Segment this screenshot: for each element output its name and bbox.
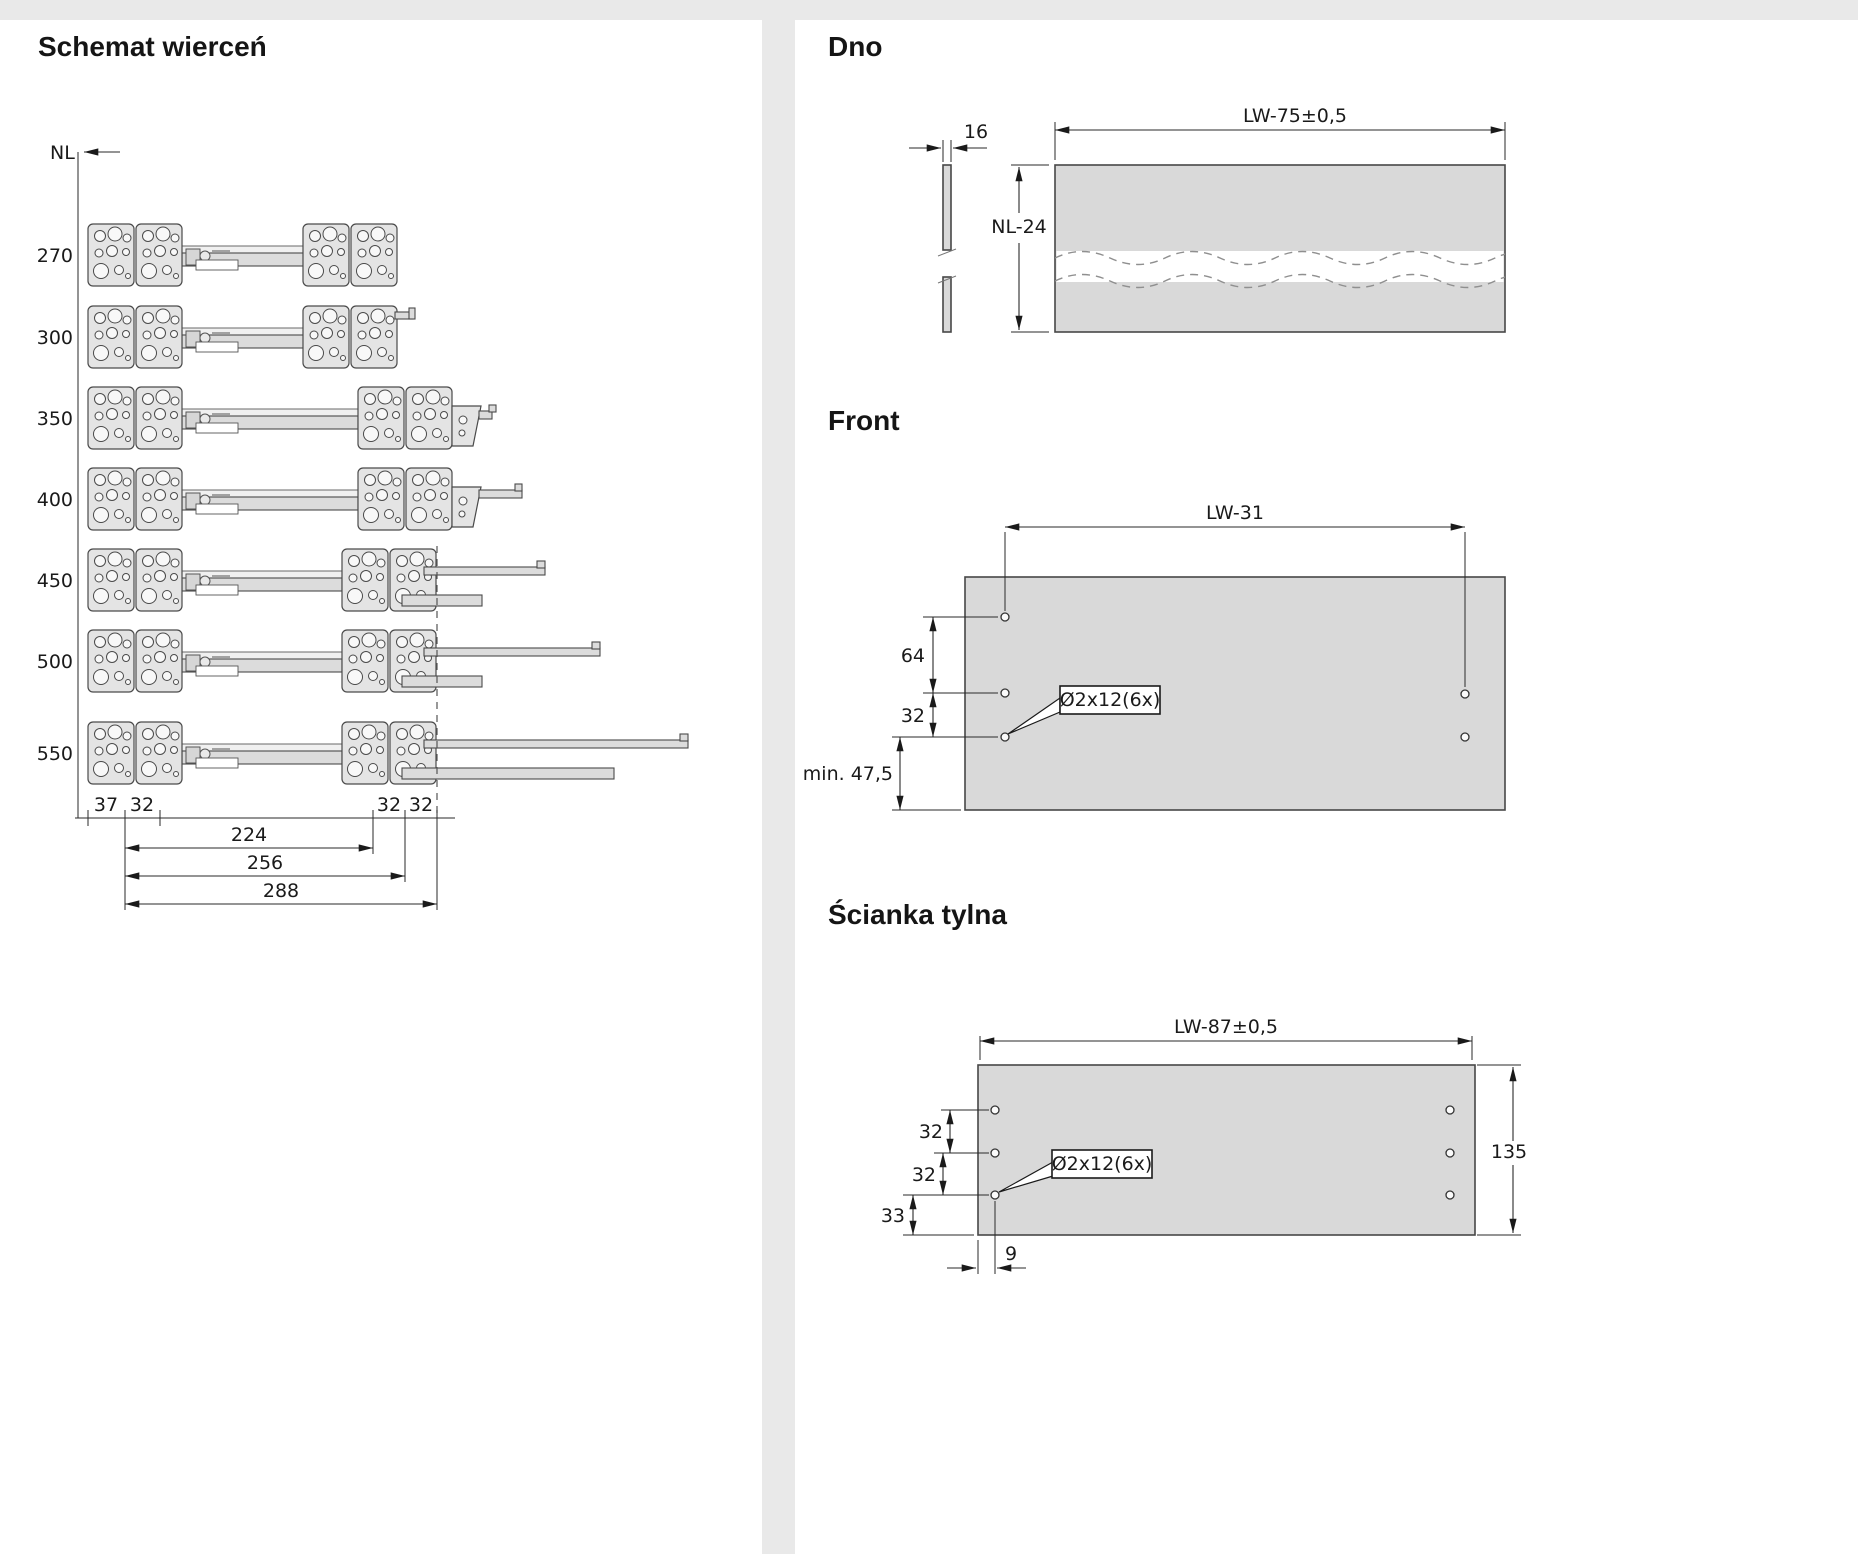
dim-288-label: 288 [263,880,299,902]
dno-thickness-label: 16 [964,121,988,143]
back-callout-box [1051,1149,1153,1179]
row-length-labels: 270 300 350 400 450 500 550 [37,245,73,765]
back-dim-9-label: 9 [1005,1243,1017,1265]
back-dim-32b-label: 32 [912,1164,936,1186]
dim-224-label: 224 [231,824,267,846]
dim-256-label: 256 [247,852,283,874]
row-label-300: 300 [37,327,73,349]
slide-row-400 [87,467,523,531]
dno-break-band [1056,251,1504,282]
front-dim-min-label: min. 47,5 [803,763,893,785]
slide-row-270 [87,223,398,287]
back-width-label: LW-87±0,5 [1174,1016,1278,1038]
back-holes [990,1105,1455,1200]
front-panel [964,576,1506,811]
row-label-450: 450 [37,570,73,592]
slide-row-500 [87,629,601,693]
dim-32-left-label: 32 [130,794,154,816]
row-label-400: 400 [37,489,73,511]
slide-row-300 [87,305,416,369]
front-callout-box [1059,685,1161,715]
dno-edge-strip-bottom [942,276,952,333]
slide-row-550 [87,721,689,785]
front-callout-label: Ø2x12(6x) [1060,689,1161,711]
dno-drawing: Dno 16 LW-75±0,5 [828,31,1506,333]
slide-row-450 [87,548,546,612]
dno-depth-label: NL-24 [991,216,1047,238]
front-drawing: Front LW-31 64 32 [803,405,1506,811]
row-label-270: 270 [37,245,73,267]
row-label-350: 350 [37,408,73,430]
back-callout-label: Ø2x12(6x) [1052,1153,1153,1175]
front-width-label: LW-31 [1206,502,1264,524]
front-dim-32-label: 32 [901,705,925,727]
panel-drawings: Dno 16 LW-75±0,5 [803,31,1527,1274]
bottom-dimensions: 37 32 32 32 224 256 288 [75,794,455,910]
back-title: Ścianka tylna [828,899,1007,930]
dim-32-right1-label: 32 [377,794,401,816]
column-gap-strip [762,0,795,1554]
row-label-500: 500 [37,651,73,673]
top-gray-strip [0,0,1858,20]
dim-32-right2-label: 32 [409,794,433,816]
dno-panel [1054,164,1506,333]
front-title: Front [828,405,900,436]
drilling-scheme-drawing: Schemat wierceń NL 270 300 350 400 450 5… [37,31,689,910]
dim-37-label: 37 [94,794,118,816]
back-dim-135-label: 135 [1491,1141,1527,1163]
dno-title: Dno [828,31,882,62]
back-dim-33-label: 33 [881,1205,905,1227]
dno-edge-strip-top [942,164,952,251]
front-holes [1000,612,1470,742]
slide-row-350 [87,386,497,450]
back-dim-32a-label: 32 [919,1121,943,1143]
dno-width-label: LW-75±0,5 [1243,105,1347,127]
left-title: Schemat wierceń [38,31,267,62]
dno-break-waves [1055,250,1505,289]
front-dim-64-label: 64 [901,645,925,667]
back-wall-drawing: Ścianka tylna LW-87±0,5 32 [828,899,1527,1274]
row-label-550: 550 [37,743,73,765]
nl-label: NL [50,142,75,164]
